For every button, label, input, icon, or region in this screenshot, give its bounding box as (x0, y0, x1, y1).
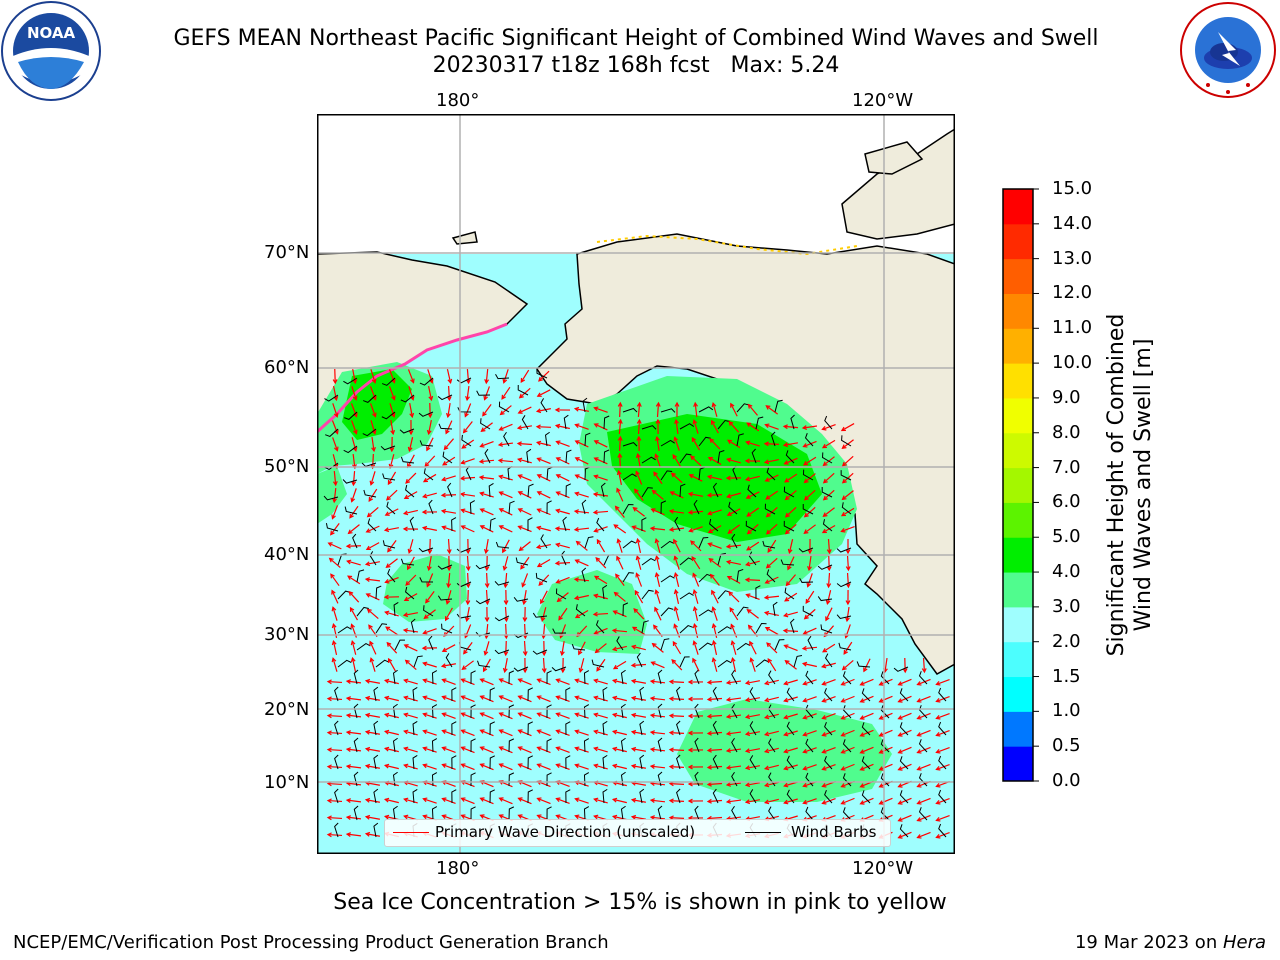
lon-label-top-180: 180° (436, 90, 480, 111)
lon-label-top-120w: 120°W (852, 90, 914, 111)
colorbar-tick-label: 10.0 (1052, 352, 1093, 374)
colorbar-segment (1003, 328, 1033, 364)
lat-label-10n: 10°N (264, 772, 310, 793)
wind-barb-legend-line (745, 832, 781, 833)
colorbar-segment (1003, 223, 1033, 260)
sea-ice-note: Sea Ice Concentration > 15% is shown in … (333, 890, 947, 915)
wave-and-wind-vectors (323, 368, 950, 839)
lon-label-bottom-180: 180° (436, 858, 480, 879)
colorbar-segment (1003, 397, 1033, 434)
colorbar-segment (1003, 746, 1033, 782)
colorbar-title-line1: Significant Height of Combined (1104, 313, 1129, 657)
colorbar-tick-label: 5.0 (1052, 526, 1081, 548)
colorbar-segment (1003, 189, 1033, 225)
chart-subtitle: 20230317 t18z 168h fcst Max: 5.24 (432, 53, 840, 78)
colorbar-segment (1003, 711, 1033, 747)
noaa-logo: NOAA (1, 1, 101, 101)
colorbar-tick-label: 14.0 (1052, 212, 1093, 234)
colorbar-segment (1003, 606, 1033, 643)
colorbar-tick-label: 8.0 (1052, 421, 1081, 443)
colorbar (1002, 188, 1039, 782)
colorbar-title-line2: Wind Waves and Swell [m] (1131, 338, 1156, 632)
nws-logo (1180, 2, 1276, 98)
footer-branch: NCEP/EMC/Verification Post Processing Pr… (13, 932, 609, 953)
colorbar-tick-label: 9.0 (1052, 386, 1081, 408)
colorbar-segment (1003, 467, 1033, 503)
colorbar-tick-label: 15.0 (1052, 178, 1093, 199)
noaa-logo-text: NOAA (27, 24, 76, 42)
sea-ice-edge (317, 322, 508, 434)
lat-label-60n: 60°N (264, 357, 310, 378)
wave-direction-legend-line (393, 832, 429, 833)
map-legend: Primary Wave Direction (unscaled) Wind B… (384, 819, 891, 847)
colorbar-segment (1003, 293, 1033, 329)
wind-barb-legend-label: Wind Barbs (791, 823, 877, 841)
footer-date-text: 19 Mar 2023 on (1074, 932, 1223, 953)
map-gridlines (317, 114, 955, 854)
lat-label-30n: 30°N (264, 624, 310, 645)
colorbar-tick-label: 7.0 (1052, 456, 1081, 478)
map-frame (317, 114, 955, 854)
lat-label-20n: 20°N (264, 699, 310, 720)
footer-machine: Hera (1222, 932, 1266, 953)
colorbar-title: Significant Height of Combined Wind Wave… (1103, 275, 1157, 695)
footer-date: 19 Mar 2023 on Hera (1075, 932, 1266, 953)
lat-label-70n: 70°N (264, 242, 310, 263)
colorbar-tick-label: 1.5 (1052, 665, 1081, 687)
lon-label-bottom-120w: 120°W (852, 858, 914, 879)
colorbar-segment (1003, 537, 1033, 573)
colorbar-segment (1003, 258, 1033, 294)
colorbar-tick-label: 12.0 (1052, 282, 1093, 304)
landmass (864, 141, 924, 175)
colorbar-segment (1003, 572, 1033, 608)
colorbar-tick-label: 11.0 (1052, 317, 1093, 339)
colorbar-tick-label: 1.0 (1052, 700, 1081, 722)
colorbar-segment (1003, 363, 1033, 399)
colorbar-tick-label: 2.0 (1052, 630, 1081, 652)
chart-title: GEFS MEAN Northeast Pacific Significant … (173, 26, 1099, 51)
landmass (451, 231, 478, 245)
colorbar-tick-label: 6.0 (1052, 491, 1081, 513)
colorbar-tick-label: 4.0 (1052, 561, 1081, 583)
colorbar-segment (1003, 676, 1033, 712)
colorbar-tick-label: 3.0 (1052, 595, 1081, 617)
colorbar-tick-label: 0.5 (1052, 735, 1081, 757)
colorbar-segment (1003, 432, 1033, 469)
colorbar-tick-label: 13.0 (1052, 247, 1093, 269)
colorbar-tick-label: 0.0 (1052, 770, 1081, 791)
colorbar-segment (1003, 502, 1033, 538)
wave-height-map (317, 114, 955, 854)
colorbar-segment (1003, 641, 1033, 678)
lat-label-40n: 40°N (264, 544, 310, 565)
wave-direction-legend-label: Primary Wave Direction (unscaled) (435, 823, 696, 841)
lat-label-50n: 50°N (264, 456, 310, 477)
